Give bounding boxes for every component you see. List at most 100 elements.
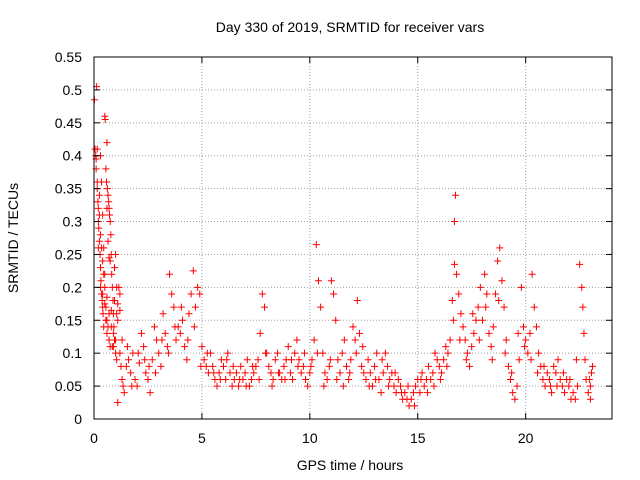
data-point	[254, 356, 262, 364]
data-point	[229, 362, 237, 370]
data-point	[243, 356, 251, 364]
data-point	[103, 293, 111, 301]
data-point	[444, 349, 452, 357]
data-point	[581, 356, 589, 364]
data-point	[228, 382, 236, 390]
data-point	[161, 329, 169, 337]
y-axis-label: SRMTID / TECUs	[5, 183, 21, 293]
data-point	[242, 382, 250, 390]
data-point	[191, 303, 199, 311]
data-point	[345, 376, 353, 384]
data-point	[535, 349, 543, 357]
data-point	[511, 395, 519, 403]
data-point	[172, 336, 180, 344]
data-point	[123, 343, 131, 351]
data-point	[104, 237, 112, 245]
data-point	[220, 362, 227, 370]
data-point	[543, 369, 551, 377]
data-point	[114, 316, 122, 324]
data-point	[501, 349, 509, 357]
data-point	[532, 323, 540, 331]
data-point	[106, 257, 114, 265]
data-point	[94, 204, 102, 212]
data-point	[286, 369, 294, 377]
data-point	[553, 382, 561, 390]
data-point	[407, 395, 415, 403]
data-point	[145, 362, 153, 370]
data-point	[103, 204, 111, 212]
data-point	[158, 336, 166, 344]
data-point	[113, 283, 121, 291]
data-point	[585, 376, 593, 384]
data-point	[94, 244, 102, 252]
data-point	[271, 356, 279, 364]
data-point	[483, 290, 491, 298]
data-point	[556, 376, 564, 384]
data-point	[114, 300, 122, 308]
data-point	[488, 356, 496, 364]
data-point	[116, 349, 124, 357]
data-point	[418, 369, 426, 377]
data-point	[275, 369, 283, 377]
data-point	[495, 297, 503, 305]
data-point	[307, 362, 315, 370]
data-point	[176, 329, 184, 337]
data-point	[120, 389, 128, 397]
data-point	[496, 244, 504, 252]
data-point	[524, 349, 532, 357]
data-point	[203, 349, 211, 357]
data-point	[101, 116, 109, 124]
data-point	[150, 323, 158, 331]
data-point	[237, 362, 245, 370]
data-point	[99, 257, 107, 265]
data-point	[586, 395, 594, 403]
data-point	[468, 343, 476, 351]
data-point	[236, 376, 244, 384]
data-point	[355, 329, 363, 337]
data-point	[119, 382, 127, 390]
data-point	[571, 395, 579, 403]
data-point	[373, 349, 381, 357]
data-point	[284, 343, 292, 351]
data-point	[241, 369, 249, 377]
data-point	[310, 336, 318, 344]
data-point	[381, 349, 389, 357]
data-point	[436, 376, 444, 384]
data-point	[453, 270, 461, 278]
y-tick-label: 0.3	[63, 214, 83, 230]
data-point	[295, 356, 303, 364]
data-point	[326, 356, 334, 364]
data-point	[224, 349, 232, 357]
data-point	[378, 356, 386, 364]
axis-ticks	[93, 56, 612, 420]
data-point	[273, 349, 281, 357]
data-point	[255, 376, 263, 384]
data-point	[474, 303, 482, 311]
data-point	[140, 343, 148, 351]
x-tick-label: 20	[518, 430, 534, 446]
data-point	[351, 336, 359, 344]
data-point	[425, 362, 433, 370]
data-point	[494, 257, 502, 265]
data-point	[112, 336, 120, 344]
data-point	[362, 376, 370, 384]
data-point	[262, 349, 270, 357]
data-point	[159, 310, 167, 318]
data-point	[333, 376, 341, 384]
data-point	[334, 356, 342, 364]
data-point	[508, 369, 516, 377]
data-point	[146, 389, 154, 397]
data-point	[95, 191, 103, 199]
data-point	[107, 231, 115, 239]
data-point	[106, 211, 114, 219]
data-point	[152, 369, 160, 377]
data-point	[379, 369, 387, 377]
data-point	[268, 382, 276, 390]
data-point	[116, 306, 124, 314]
data-point	[113, 356, 121, 364]
y-tick-label: 0.15	[55, 312, 82, 328]
data-point	[521, 343, 529, 351]
data-point	[135, 359, 143, 367]
data-point	[391, 369, 399, 377]
